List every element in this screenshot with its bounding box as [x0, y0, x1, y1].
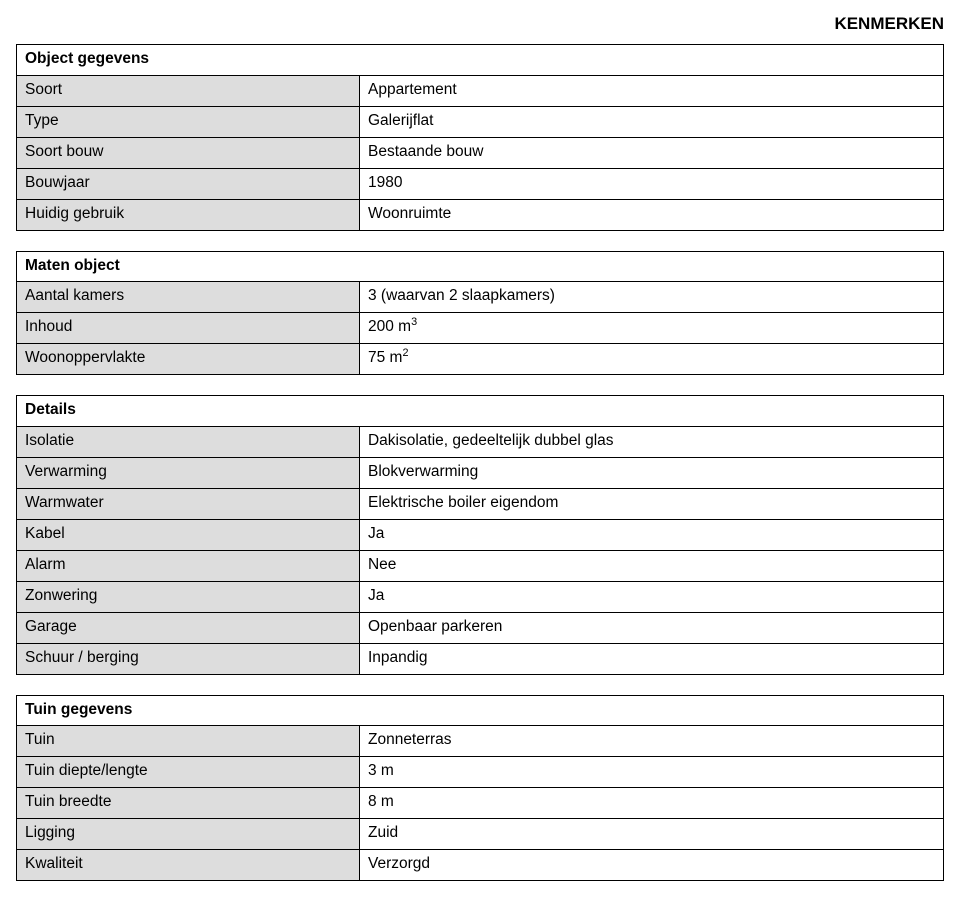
- section: Tuin gegevensTuinZonneterrasTuin diepte/…: [16, 695, 944, 882]
- data-table: DetailsIsolatieDakisolatie, gedeeltelijk…: [16, 395, 944, 674]
- row-label: Inhoud: [17, 313, 360, 344]
- row-label: Kwaliteit: [17, 850, 360, 881]
- unit-superscript: 2: [402, 347, 408, 359]
- row-label: Bouwjaar: [17, 168, 360, 199]
- row-value: Blokverwarming: [359, 458, 943, 489]
- table-row: Bouwjaar1980: [17, 168, 944, 199]
- unit-superscript: 3: [411, 316, 417, 328]
- row-value: Appartement: [359, 75, 943, 106]
- row-value: Nee: [359, 550, 943, 581]
- row-label: Garage: [17, 612, 360, 643]
- row-value: 3 m: [359, 757, 943, 788]
- data-table: Maten objectAantal kamers3 (waarvan 2 sl…: [16, 251, 944, 376]
- row-label: Tuin breedte: [17, 788, 360, 819]
- section: DetailsIsolatieDakisolatie, gedeeltelijk…: [16, 395, 944, 674]
- table-row: TypeGalerijflat: [17, 106, 944, 137]
- row-value: Ja: [359, 581, 943, 612]
- row-label: Woonoppervlakte: [17, 344, 360, 375]
- row-label: Zonwering: [17, 581, 360, 612]
- row-value: Elektrische boiler eigendom: [359, 488, 943, 519]
- data-table: Tuin gegevensTuinZonneterrasTuin diepte/…: [16, 695, 944, 882]
- table-row: AlarmNee: [17, 550, 944, 581]
- row-value: 8 m: [359, 788, 943, 819]
- row-label: Ligging: [17, 819, 360, 850]
- table-row: Tuin diepte/lengte3 m: [17, 757, 944, 788]
- table-row: KwaliteitVerzorgd: [17, 850, 944, 881]
- row-value: 75 m2: [359, 344, 943, 375]
- table-row: GarageOpenbaar parkeren: [17, 612, 944, 643]
- row-label: Verwarming: [17, 458, 360, 489]
- table-header-row: Object gegevens: [17, 45, 944, 76]
- row-label: Aantal kamers: [17, 282, 360, 313]
- row-value: 200 m3: [359, 313, 943, 344]
- row-value: Dakisolatie, gedeeltelijk dubbel glas: [359, 427, 943, 458]
- row-value: Bestaande bouw: [359, 137, 943, 168]
- table-header-row: Details: [17, 396, 944, 427]
- row-value: Woonruimte: [359, 199, 943, 230]
- row-value: Galerijflat: [359, 106, 943, 137]
- table-row: IsolatieDakisolatie, gedeeltelijk dubbel…: [17, 427, 944, 458]
- row-label: Soort bouw: [17, 137, 360, 168]
- row-label: Isolatie: [17, 427, 360, 458]
- table-row: Huidig gebruikWoonruimte: [17, 199, 944, 230]
- row-label: Huidig gebruik: [17, 199, 360, 230]
- table-row: Tuin breedte8 m: [17, 788, 944, 819]
- table-row: LiggingZuid: [17, 819, 944, 850]
- page-title: KENMERKEN: [16, 14, 944, 34]
- row-value: 3 (waarvan 2 slaapkamers): [359, 282, 943, 313]
- table-header-row: Tuin gegevens: [17, 695, 944, 726]
- row-value: Openbaar parkeren: [359, 612, 943, 643]
- row-value: Inpandig: [359, 643, 943, 674]
- table-row: WarmwaterElektrische boiler eigendom: [17, 488, 944, 519]
- section-title: Details: [17, 396, 944, 427]
- table-header-row: Maten object: [17, 251, 944, 282]
- row-label: Type: [17, 106, 360, 137]
- row-label: Tuin diepte/lengte: [17, 757, 360, 788]
- table-row: TuinZonneterras: [17, 726, 944, 757]
- table-row: SoortAppartement: [17, 75, 944, 106]
- table-row: Aantal kamers3 (waarvan 2 slaapkamers): [17, 282, 944, 313]
- table-row: ZonweringJa: [17, 581, 944, 612]
- row-label: Soort: [17, 75, 360, 106]
- row-value: 1980: [359, 168, 943, 199]
- table-row: Soort bouwBestaande bouw: [17, 137, 944, 168]
- section: Maten objectAantal kamers3 (waarvan 2 sl…: [16, 251, 944, 376]
- row-label: Alarm: [17, 550, 360, 581]
- row-label: Warmwater: [17, 488, 360, 519]
- section: Object gegevensSoortAppartementTypeGaler…: [16, 44, 944, 231]
- section-title: Maten object: [17, 251, 944, 282]
- table-row: Inhoud200 m3: [17, 313, 944, 344]
- section-title: Tuin gegevens: [17, 695, 944, 726]
- table-row: Woonoppervlakte75 m2: [17, 344, 944, 375]
- row-value: Verzorgd: [359, 850, 943, 881]
- row-value: Ja: [359, 519, 943, 550]
- table-row: VerwarmingBlokverwarming: [17, 458, 944, 489]
- table-row: Schuur / bergingInpandig: [17, 643, 944, 674]
- row-label: Schuur / berging: [17, 643, 360, 674]
- row-label: Kabel: [17, 519, 360, 550]
- row-label: Tuin: [17, 726, 360, 757]
- section-title: Object gegevens: [17, 45, 944, 76]
- row-value: Zuid: [359, 819, 943, 850]
- sections-container: Object gegevensSoortAppartementTypeGaler…: [16, 44, 944, 881]
- data-table: Object gegevensSoortAppartementTypeGaler…: [16, 44, 944, 231]
- table-row: KabelJa: [17, 519, 944, 550]
- row-value: Zonneterras: [359, 726, 943, 757]
